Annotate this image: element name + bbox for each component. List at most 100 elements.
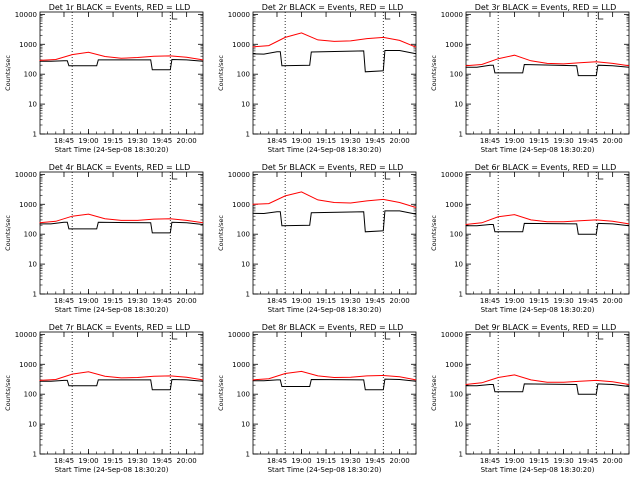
x-axis-label: Start Time (24-Sep-08 18:30:20) [268, 306, 382, 314]
x-tick-label: 19:30 [553, 297, 573, 305]
y-axis-label: Counts/sec [430, 55, 438, 91]
y-tick-label: 10 [28, 101, 37, 109]
chart-title: Det 1r BLACK = Events, RED = LLD [49, 3, 191, 12]
x-tick-label: 18:45 [480, 457, 500, 465]
x-tick-label: 19:45 [152, 297, 172, 305]
y-axis-label: Counts/sec [430, 375, 438, 411]
y-tick-label: 10 [241, 421, 250, 429]
y-tick-label: 1 [459, 291, 463, 299]
x-tick-label: 19:45 [578, 297, 598, 305]
x-tick-label: 20:00 [390, 297, 410, 305]
x-tick-label: 19:15 [316, 457, 336, 465]
x-tick-label: 19:30 [127, 297, 147, 305]
x-tick-label: 19:45 [365, 297, 385, 305]
y-tick-label: 10 [241, 101, 250, 109]
y-axis-label: Counts/sec [217, 215, 225, 251]
flag-marker [384, 332, 391, 340]
chart-title: Det 6r BLACK = Events, RED = LLD [475, 163, 617, 172]
y-tick-label: 1000 [19, 361, 37, 369]
plot-frame [465, 11, 630, 135]
x-tick-label: 18:45 [267, 457, 287, 465]
x-tick-label: 20:00 [390, 137, 410, 145]
plot-frame [252, 11, 417, 135]
series-line-lld [465, 54, 630, 67]
y-tick-label: 1 [246, 451, 250, 459]
x-tick-label: 19:30 [340, 457, 360, 465]
flag-marker [171, 12, 178, 20]
x-tick-label: 18:45 [267, 297, 287, 305]
x-tick-label: 18:45 [267, 137, 287, 145]
y-tick-label: 1000 [19, 41, 37, 49]
chart-title: Det 8r BLACK = Events, RED = LLD [262, 323, 404, 332]
y-tick-label: 10000 [15, 331, 37, 339]
plot-frame [252, 331, 417, 455]
y-tick-label: 1000 [19, 201, 37, 209]
x-tick-label: 20:00 [603, 137, 623, 145]
flag-marker [384, 172, 391, 180]
y-tick-label: 10 [28, 261, 37, 269]
series-line-events [465, 383, 630, 395]
chart-title: Det 9r BLACK = Events, RED = LLD [475, 323, 617, 332]
detector-chart: Det 6r BLACK = Events, RED = LLD 1 10 100 10… [430, 163, 630, 314]
y-tick-label: 1 [246, 291, 250, 299]
x-axis-label: Start Time (24-Sep-08 18:30:20) [55, 466, 169, 474]
series-line-events [252, 210, 417, 233]
x-axis-label: Start Time (24-Sep-08 18:30:20) [55, 306, 169, 314]
x-tick-label: 20:00 [177, 297, 197, 305]
y-tick-label: 10000 [441, 171, 463, 179]
chart-title: Det 2r BLACK = Events, RED = LLD [262, 3, 404, 12]
flag-marker [171, 332, 178, 340]
x-tick-label: 19:00 [504, 297, 524, 305]
detector-chart: Det 1r BLACK = Events, RED = LLD 1 10 100 10… [4, 3, 204, 154]
y-axis-label: Counts/sec [430, 215, 438, 251]
x-tick-label: 18:45 [480, 297, 500, 305]
series-line-lld [465, 374, 630, 385]
series-line-events [39, 58, 204, 71]
series-line-lld [39, 371, 204, 381]
y-tick-label: 1 [459, 451, 463, 459]
y-tick-label: 100 [450, 391, 463, 399]
y-tick-label: 10000 [228, 331, 250, 339]
y-tick-label: 1000 [232, 41, 250, 49]
y-tick-label: 100 [237, 391, 250, 399]
x-tick-label: 18:45 [54, 137, 74, 145]
x-tick-label: 19:15 [316, 137, 336, 145]
detector-chart: Det 4r BLACK = Events, RED = LLD 1 10 100 10… [4, 163, 204, 314]
x-tick-label: 18:45 [54, 297, 74, 305]
x-tick-label: 19:00 [78, 137, 98, 145]
x-tick-label: 19:45 [578, 137, 598, 145]
y-axis-label: Counts/sec [4, 215, 12, 251]
y-tick-label: 100 [237, 231, 250, 239]
x-tick-label: 18:45 [54, 457, 74, 465]
chart-title: Det 5r BLACK = Events, RED = LLD [262, 163, 404, 172]
y-tick-label: 1 [33, 451, 37, 459]
x-tick-label: 19:15 [103, 457, 123, 465]
x-tick-label: 20:00 [603, 297, 623, 305]
y-axis-label: Counts/sec [217, 55, 225, 91]
x-tick-label: 19:00 [291, 457, 311, 465]
y-tick-label: 1000 [232, 361, 250, 369]
x-tick-label: 19:15 [529, 457, 549, 465]
y-tick-label: 10000 [441, 11, 463, 19]
y-tick-label: 100 [237, 71, 250, 79]
y-tick-label: 10000 [228, 171, 250, 179]
x-axis-label: Start Time (24-Sep-08 18:30:20) [268, 146, 382, 154]
plot-frame [39, 331, 204, 455]
y-axis-label: Counts/sec [4, 55, 12, 91]
x-tick-label: 19:00 [291, 297, 311, 305]
x-tick-label: 19:00 [504, 457, 524, 465]
x-tick-label: 19:00 [504, 137, 524, 145]
y-tick-label: 10000 [15, 171, 37, 179]
x-axis-label: Start Time (24-Sep-08 18:30:20) [268, 466, 382, 474]
flag-marker [171, 172, 178, 180]
y-tick-label: 1 [33, 291, 37, 299]
y-tick-label: 100 [24, 71, 37, 79]
plot-frame [39, 171, 204, 295]
chart-title: Det 4r BLACK = Events, RED = LLD [49, 163, 191, 172]
x-tick-label: 19:30 [127, 137, 147, 145]
x-axis-label: Start Time (24-Sep-08 18:30:20) [55, 146, 169, 154]
flag-marker [597, 172, 604, 180]
series-line-lld [252, 370, 417, 381]
y-tick-label: 100 [24, 391, 37, 399]
